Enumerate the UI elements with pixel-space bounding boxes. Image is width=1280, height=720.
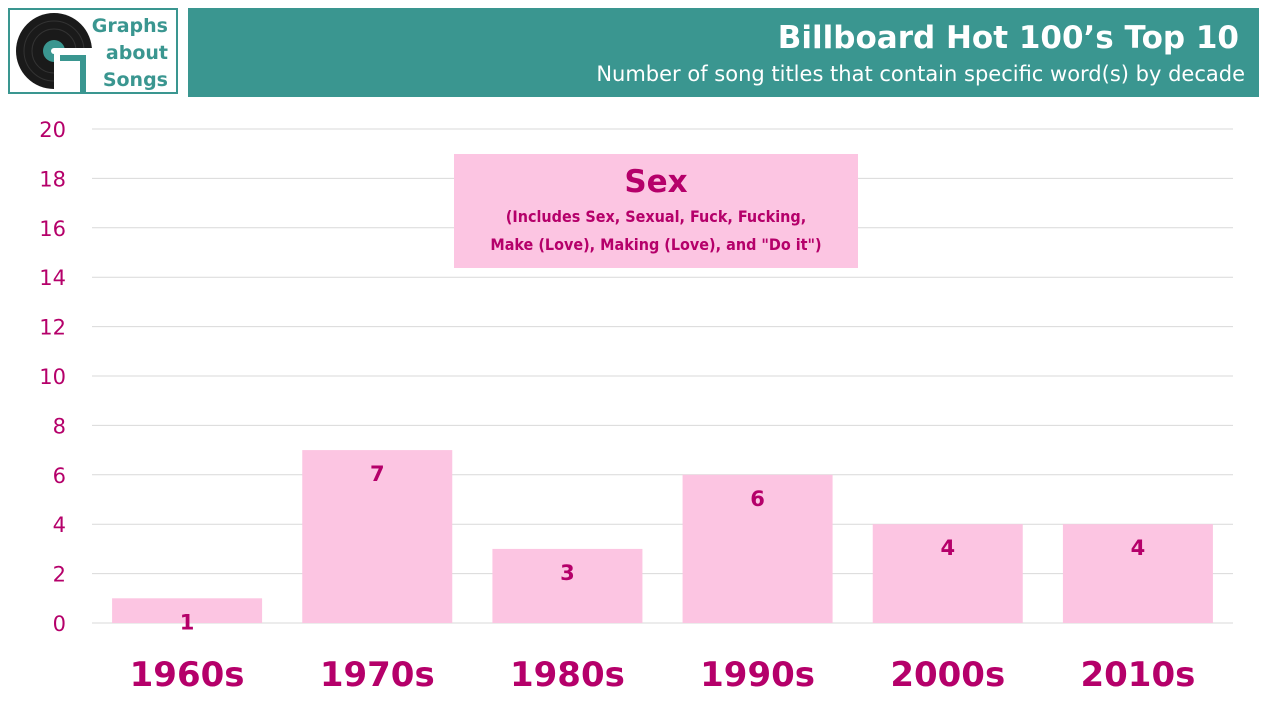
- y-tick-label: 2: [53, 563, 66, 587]
- y-tick-label: 16: [39, 217, 66, 241]
- y-tick-label: 20: [39, 118, 66, 142]
- bar: [112, 598, 263, 623]
- header-bar: Billboard Hot 100’s Top 10 Number of son…: [188, 8, 1259, 97]
- y-tick-label: 14: [39, 266, 66, 290]
- x-tick-label: 2010s: [1080, 655, 1195, 695]
- data-label: 4: [1131, 536, 1146, 560]
- y-tick-label: 10: [39, 365, 66, 389]
- logo-line: Songs: [102, 69, 168, 91]
- y-tick-label: 0: [53, 612, 66, 636]
- bar: [302, 450, 453, 623]
- data-label: 4: [940, 536, 955, 560]
- annotation-line: (Includes Sex, Sexual, Fuck, Fucking,: [505, 207, 807, 226]
- bar: [492, 548, 643, 623]
- y-tick-label: 18: [39, 167, 66, 191]
- chart-subtitle: Number of song titles that contain speci…: [596, 62, 1245, 86]
- y-tick-label: 4: [53, 513, 66, 537]
- logo-line: about: [105, 42, 168, 64]
- bar: [1062, 524, 1213, 623]
- logo-text: Graphs about Songs: [92, 13, 168, 94]
- annotation-box: Sex (Includes Sex, Sexual, Fuck, Fucking…: [454, 154, 858, 268]
- x-tick-label: 2000s: [890, 655, 1005, 695]
- bar: [872, 524, 1023, 623]
- data-label: 6: [750, 487, 765, 511]
- vinyl-record-icon: [16, 13, 98, 92]
- x-tick-label: 1980s: [510, 655, 625, 695]
- annotation-title: Sex: [624, 164, 688, 200]
- logo: Graphs about Songs: [8, 8, 178, 94]
- y-tick-label: 12: [39, 316, 66, 340]
- data-label: 7: [370, 462, 385, 486]
- y-tick-label: 8: [53, 414, 66, 438]
- chart-title: Billboard Hot 100’s Top 10: [777, 20, 1239, 56]
- x-tick-label: 1990s: [700, 655, 815, 695]
- x-tick-label: 1960s: [130, 655, 245, 695]
- x-tick-label: 1970s: [320, 655, 435, 695]
- data-label: 1: [180, 610, 195, 634]
- logo-line: Graphs: [91, 15, 168, 37]
- bar: [682, 474, 833, 623]
- data-label: 3: [560, 561, 575, 585]
- y-tick-label: 6: [53, 464, 66, 488]
- annotation-line: Make (Love), Making (Love), and "Do it"): [490, 235, 822, 254]
